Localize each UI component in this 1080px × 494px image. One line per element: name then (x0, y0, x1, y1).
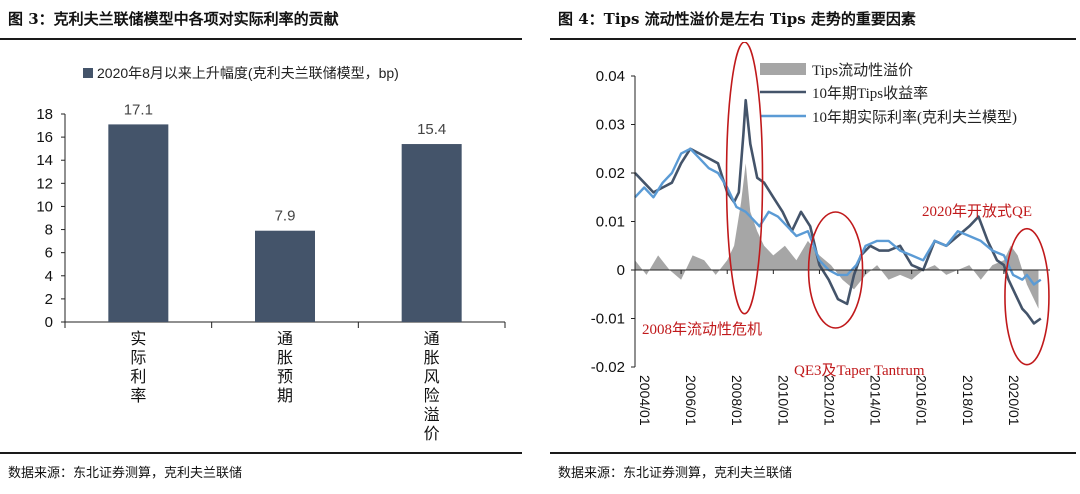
figure-3-title: 图 3：克利夫兰联储模型中各项对实际利率的贡献 (8, 10, 339, 28)
y-tick-label: -0.02 (591, 359, 625, 376)
bar (108, 124, 169, 323)
y-tick-label: 0 (617, 262, 625, 279)
figure-3-source: 数据来源：东北证券测算，克利夫兰联储 (8, 466, 243, 481)
x-tick-label: 2012/01 (821, 375, 837, 426)
y-tick-label: 12 (36, 175, 53, 192)
bar-value-label: 17.1 (124, 101, 153, 118)
figure-4-source: 数据来源：东北证券测算，克利夫兰联储 (558, 466, 793, 481)
x-tick-label: 2010/01 (775, 375, 791, 426)
x-tick-label: 2014/01 (868, 375, 884, 426)
annotation-ellipse (807, 211, 864, 329)
y-tick-label: 0.03 (596, 117, 625, 134)
legend-label: Tips流动性溢价 (812, 62, 913, 79)
legend-label: 10年期实际利率(克利夫兰模型) (812, 109, 1017, 126)
y-tick-label: 0.02 (596, 165, 625, 182)
y-tick-label: 10 (36, 198, 53, 215)
line-tips-yield (634, 98, 1042, 325)
bottom-rule (0, 452, 522, 454)
y-tick-label: 14 (36, 152, 53, 169)
y-tick-label: 0.01 (596, 214, 625, 231)
top-rule (550, 38, 1076, 40)
bar-value-label: 7.9 (275, 208, 296, 225)
category-label: 通胀风险溢价 (424, 330, 440, 443)
category-label: 通胀预期 (277, 330, 293, 405)
y-tick-label: 18 (36, 106, 53, 123)
y-tick-label: 8 (45, 222, 53, 239)
x-tick-label: 2018/01 (960, 375, 976, 426)
x-tick-label: 2020/01 (1006, 375, 1022, 426)
figure-4-title: 图 4：Tips 流动性溢价是左右 Tips 走势的重要因素 (558, 10, 916, 28)
x-tick-label: 2006/01 (683, 375, 699, 426)
y-tick-label: 16 (36, 129, 53, 146)
legend-label: 10年期Tips收益率 (812, 85, 928, 102)
y-tick-label: 4 (45, 268, 53, 285)
figure-3-panel: 图 3：克利夫兰联储模型中各项对实际利率的贡献 2020年8月以来上升幅度(克利… (0, 0, 530, 494)
x-tick-label: 2008/01 (729, 375, 745, 426)
area-liquidity-premium (635, 163, 1039, 309)
figure-4-panel: 图 4：Tips 流动性溢价是左右 Tips 走势的重要因素 -0.02 -0.0… (550, 0, 1080, 494)
annotation-label: 2020年开放式QE (922, 203, 1032, 220)
legend-swatch-area (760, 63, 806, 75)
y-tick-label: 0 (45, 314, 53, 331)
annotation-label: QE3及Taper Tantrum (794, 363, 925, 379)
annotation-ellipse (1004, 227, 1050, 366)
x-tick-label: 2016/01 (914, 375, 930, 426)
x-tick-label: 2004/01 (637, 375, 653, 426)
line-chart: -0.02 -0.01 0 0.01 0.02 0.03 0.04 2004/01 2006/0… (591, 42, 1050, 426)
annotation-label: 2008年流动性危机 (642, 321, 762, 338)
bar-value-label: 15.4 (417, 121, 446, 138)
legend-label: 2020年8月以来上升幅度(克利夫兰联储模型，bp) (97, 65, 399, 81)
y-tick-label: 2 (45, 291, 53, 308)
y-tick-label: -0.01 (591, 311, 625, 328)
annotation-ellipse (725, 42, 764, 315)
legend-swatch (83, 68, 93, 78)
bar-chart: 2020年8月以来上升幅度(克利夫兰联储模型，bp) 0 2 4 6 8 10 12 14 16 1… (36, 65, 506, 443)
top-rule (0, 38, 522, 40)
bar (255, 230, 315, 322)
y-tick-label: 6 (45, 245, 53, 262)
y-tick-label: 0.04 (596, 68, 625, 85)
category-label: 实际利率 (130, 330, 146, 405)
bottom-rule (550, 452, 1076, 454)
bar (401, 144, 462, 322)
